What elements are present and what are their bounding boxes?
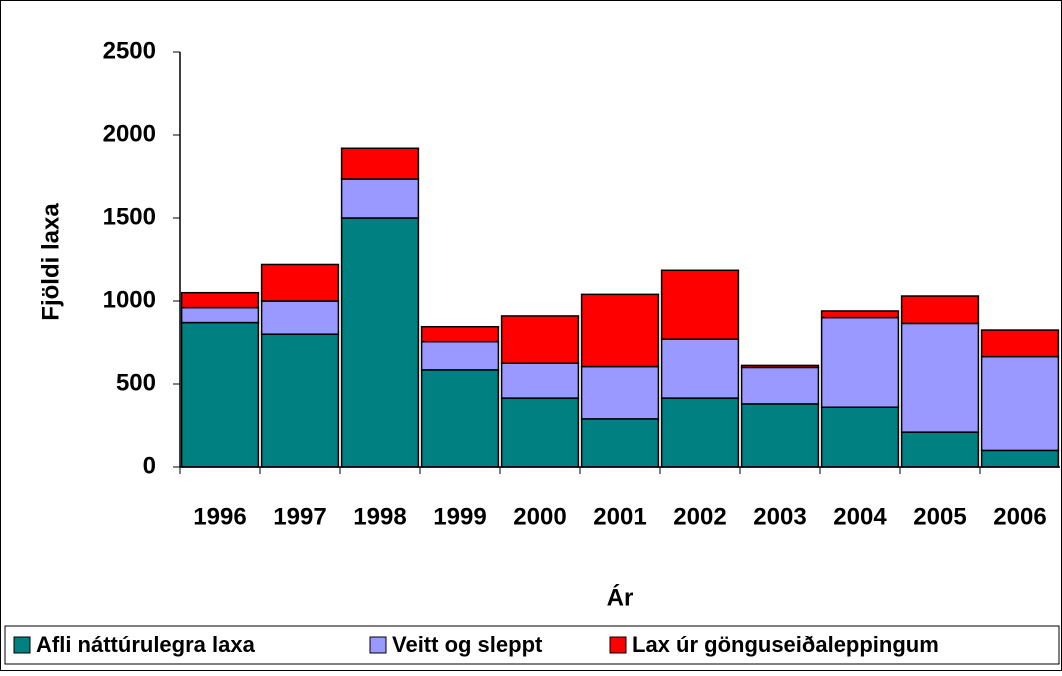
- x-tick-label: 2006: [993, 503, 1046, 530]
- bar-segment: [420, 340, 500, 371]
- legend-label: Lax úr gönguseiðaleppingum: [632, 632, 939, 657]
- bar-segment: [340, 147, 420, 180]
- y-tick-label: 0: [143, 452, 156, 479]
- bar-segment: [820, 406, 900, 468]
- y-axis-label: Fjöldi laxa: [37, 203, 64, 321]
- y-tick-label: 2000: [103, 120, 156, 147]
- bar-segment: [980, 355, 1060, 452]
- bar-segment: [420, 325, 500, 343]
- bar-segment: [980, 449, 1060, 468]
- legend-swatch: [609, 636, 627, 654]
- bar-segment: [580, 365, 660, 420]
- x-tick-label: 1998: [353, 503, 406, 530]
- x-tick-label: 1996: [193, 503, 246, 530]
- bar-segment: [900, 431, 980, 468]
- y-tick-label: 1000: [103, 286, 156, 313]
- y-tick-label: 2500: [103, 37, 156, 64]
- x-tick-label: 2005: [913, 503, 966, 530]
- bar-segment: [340, 178, 420, 219]
- bar-segment: [820, 310, 900, 319]
- x-tick-label: 2003: [753, 503, 806, 530]
- bar-segment: [740, 364, 820, 369]
- legend: [4, 625, 1060, 665]
- x-axis-label: Ár: [607, 583, 634, 611]
- x-tick-label: 1997: [273, 503, 326, 530]
- bar-segment: [820, 316, 900, 408]
- bar-segment: [260, 300, 340, 335]
- bar-segment: [740, 366, 820, 405]
- bar-segment: [660, 397, 740, 468]
- bar-segment: [260, 333, 340, 468]
- legend-label: Veitt og sleppt: [392, 632, 543, 657]
- bar-segment: [180, 306, 260, 324]
- legend-swatch: [13, 636, 31, 654]
- bar-segment: [500, 315, 580, 365]
- x-tick-label: 2002: [673, 503, 726, 530]
- bar-segment: [900, 322, 980, 433]
- y-tick-label: 1500: [103, 203, 156, 230]
- bar-segment: [420, 369, 500, 468]
- bar-segment: [500, 397, 580, 468]
- bar-segment: [260, 263, 340, 302]
- legend-swatch: [369, 636, 387, 654]
- bar-segment: [660, 269, 740, 340]
- bar-segment: [980, 329, 1060, 358]
- bar-segment: [580, 418, 660, 468]
- x-tick-label: 2004: [833, 503, 887, 530]
- x-tick-label: 2001: [593, 503, 646, 530]
- bar-segment: [180, 291, 260, 309]
- x-tick-label: 1999: [433, 503, 486, 530]
- bar-segment: [180, 321, 260, 468]
- bar-segment: [660, 338, 740, 399]
- bar-segment: [900, 295, 980, 325]
- bar-segment: [500, 362, 580, 399]
- bar-segment: [580, 293, 660, 368]
- y-tick-label: 500: [116, 369, 156, 396]
- bar-segment: [740, 403, 820, 468]
- bar-segment: [340, 217, 420, 468]
- x-tick-label: 2000: [513, 503, 566, 530]
- legend-label: Afli náttúrulegra laxa: [36, 632, 256, 657]
